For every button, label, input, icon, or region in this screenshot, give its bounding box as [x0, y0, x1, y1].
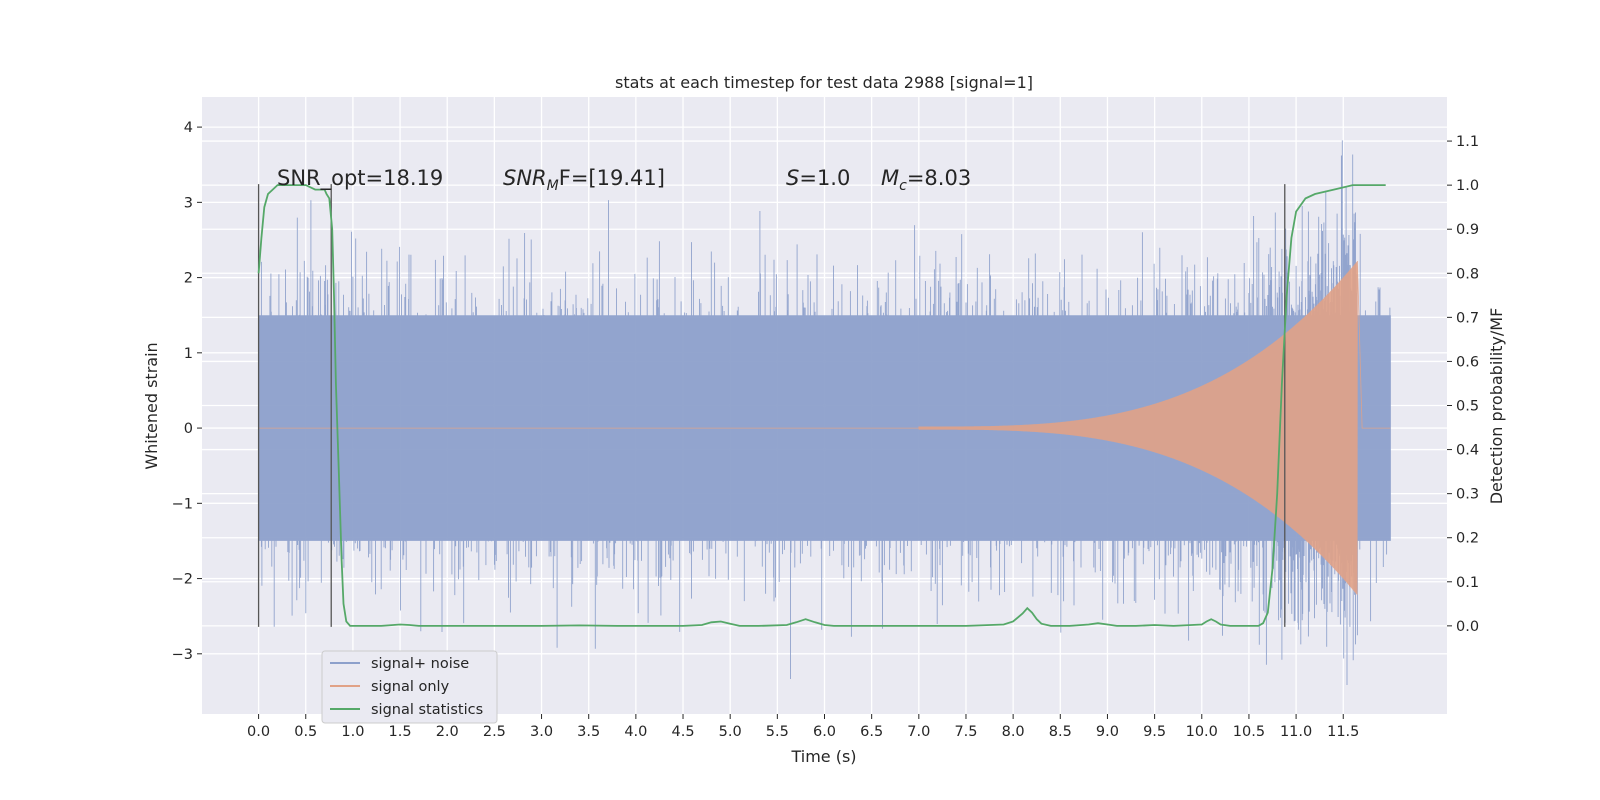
x-tick-label: 7.0 — [907, 724, 930, 740]
x-tick-label: 10.5 — [1233, 724, 1265, 740]
annotation-snr-mf: SNRMF=[19.41] — [503, 166, 665, 194]
vertical-markers — [257, 184, 1286, 627]
x-tick-label: 8.5 — [1049, 724, 1072, 740]
y-right-tick-label: 1.0 — [1456, 178, 1479, 194]
x-tick-label: 5.5 — [766, 724, 789, 740]
annotation-s: S=1.0 — [786, 166, 850, 190]
y-right-tick-label: 0.6 — [1456, 354, 1479, 370]
legend-label-signal-statistics: signal statistics — [371, 702, 483, 718]
x-tick-label: 0.0 — [247, 724, 270, 740]
legend: signal+ noise signal only signal statist… — [321, 650, 498, 724]
y-ticks-left: −3 −2 −1 0 1 2 3 4 — [172, 120, 202, 663]
y-axis-label-left: Whitened strain — [142, 342, 161, 469]
y-tick-label: 3 — [184, 195, 193, 211]
annotation-mc: Mc=8.03 — [881, 166, 971, 194]
x-tick-label: 7.5 — [954, 724, 977, 740]
y-tick-label: 1 — [184, 346, 193, 362]
y-right-tick-label: 0.4 — [1456, 443, 1479, 459]
x-tick-label: 4.0 — [624, 724, 647, 740]
x-tick-label: 4.5 — [671, 724, 694, 740]
y-axis-label-right: Detection probability/MF — [1487, 308, 1506, 505]
y-right-tick-label: 0.0 — [1456, 619, 1479, 635]
x-tick-label: 1.0 — [341, 724, 364, 740]
x-axis-label: Time (s) — [790, 747, 856, 766]
x-tick-label: 0.5 — [294, 724, 317, 740]
y-right-tick-label: 1.1 — [1456, 134, 1479, 150]
x-tick-label: 2.0 — [436, 724, 459, 740]
x-ticks: 0.0 0.5 1.0 1.5 2.0 2.5 3.0 3.5 4.0 4.5 5.0 5.5 6.0 6… — [247, 714, 1359, 740]
y-right-tick-label: 0.8 — [1456, 266, 1479, 282]
y-right-tick-label: 0.7 — [1456, 310, 1479, 326]
y-right-tick-label: 0.9 — [1456, 222, 1479, 238]
y-tick-label: −1 — [172, 496, 193, 512]
x-tick-label: 11.5 — [1327, 724, 1359, 740]
annotation-snr-opt: SNR_opt=18.19 — [277, 166, 443, 191]
y-tick-label: 2 — [184, 271, 193, 287]
chart-title: stats at each timestep for test data 298… — [615, 73, 1033, 92]
x-tick-label: 3.5 — [577, 724, 600, 740]
signal-statistics-series — [257, 184, 1386, 627]
y-ticks-right: 0.0 0.1 0.2 0.3 0.4 0.5 0.6 0.7 0.8 0.9 1.0 1.1 — [1447, 134, 1479, 635]
y-right-tick-label: 0.1 — [1456, 575, 1479, 591]
legend-box — [321, 650, 498, 724]
x-tick-label: 6.5 — [860, 724, 883, 740]
x-tick-label: 8.0 — [1002, 724, 1025, 740]
x-tick-label: 5.0 — [719, 724, 742, 740]
x-tick-label: 2.5 — [483, 724, 506, 740]
y-tick-label: 4 — [184, 120, 193, 136]
x-tick-label: 1.5 — [389, 724, 412, 740]
x-tick-label: 9.5 — [1143, 724, 1166, 740]
y-right-tick-label: 0.5 — [1456, 399, 1479, 415]
y-tick-label: 0 — [184, 421, 193, 437]
x-tick-label: 9.0 — [1096, 724, 1119, 740]
x-tick-label: 11.0 — [1280, 724, 1312, 740]
x-tick-label: 10.0 — [1186, 724, 1218, 740]
x-tick-label: 3.0 — [530, 724, 553, 740]
y-right-tick-label: 0.3 — [1456, 487, 1479, 503]
signal-statistics-layer — [257, 184, 1386, 627]
y-right-tick-label: 0.2 — [1456, 531, 1479, 547]
legend-label-signal-only: signal only — [371, 679, 450, 695]
y-tick-label: −3 — [172, 647, 193, 663]
x-tick-label: 6.0 — [813, 724, 836, 740]
legend-label-signal-noise: signal+ noise — [371, 656, 469, 672]
y-tick-label: −2 — [172, 572, 193, 588]
